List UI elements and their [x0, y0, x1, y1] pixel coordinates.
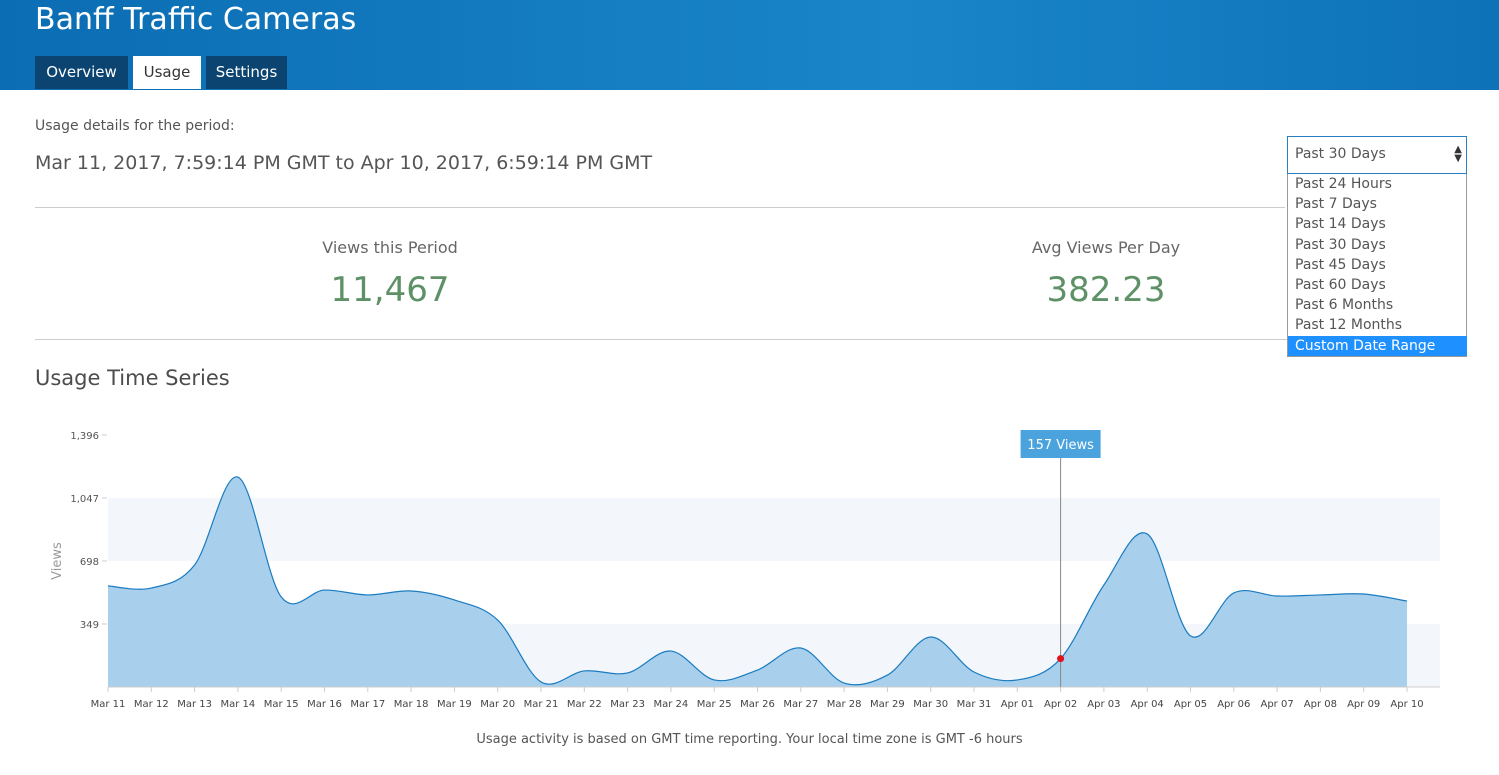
x-tick-label: Mar 18: [394, 699, 429, 710]
x-tick-label: Apr 03: [1087, 699, 1120, 710]
period-range: Mar 11, 2017, 7:59:14 PM GMT to Apr 10, …: [35, 152, 653, 174]
x-tick-label: Apr 05: [1174, 699, 1207, 710]
x-tick-label: Mar 24: [654, 699, 689, 710]
select-arrows: ▲ ▼: [1454, 144, 1462, 164]
x-tick-label: Apr 01: [1001, 699, 1034, 710]
y-tick-label: 1,396: [70, 431, 99, 442]
x-tick-label: Apr 06: [1217, 699, 1250, 710]
y-tick-label: 698: [80, 557, 99, 568]
x-tick-label: Mar 17: [350, 699, 385, 710]
x-tick-label: Mar 27: [783, 699, 818, 710]
x-tick-label: Apr 04: [1131, 699, 1164, 710]
x-tick-label: Mar 23: [610, 699, 645, 710]
chart-title: Usage Time Series: [35, 366, 230, 390]
option[interactable]: Past 14 Days: [1295, 216, 1386, 233]
grid-band: [108, 498, 1440, 561]
x-tick-label: Mar 11: [91, 699, 126, 710]
x-tick-label: Mar 28: [827, 699, 862, 710]
divider: [35, 207, 1285, 208]
option[interactable]: Past 6 Months: [1295, 297, 1394, 314]
x-tick-label: Mar 13: [177, 699, 212, 710]
x-tick-label: Mar 14: [221, 699, 256, 710]
y-axis-label: Views: [50, 542, 65, 580]
x-tick-label: Mar 22: [567, 699, 602, 710]
option-list: Past 24 Hours Past 7 Days Past 14 Days Past…: [1287, 174, 1467, 357]
period-label: Usage details for the period:: [35, 118, 235, 134]
option[interactable]: Past 12 Months: [1295, 317, 1403, 334]
select-value: Past 30 Days: [1295, 146, 1386, 162]
x-tick-label: Mar 30: [913, 699, 948, 710]
line: [107, 476, 1408, 686]
option[interactable]: Past 7 Days: [1295, 196, 1377, 213]
chart-note: Usage activity is based on GMT time repo…: [476, 732, 1023, 747]
app-title: Banff Traffic Cameras: [35, 2, 357, 37]
stat-value: 11,467: [330, 270, 450, 310]
stat-label: Views this Period: [322, 238, 458, 257]
x-tick-label: Apr 10: [1390, 699, 1423, 710]
x-tick-label: Apr 07: [1260, 699, 1293, 710]
period-select[interactable]: Past 30 Days ▲ ▼: [1287, 136, 1467, 174]
divider: [35, 339, 1467, 340]
tab[interactable]: Overview: [35, 56, 128, 89]
option[interactable]: Past 30 Days: [1295, 236, 1386, 253]
tooltip-box: [1020, 430, 1101, 458]
x-tick-label: Mar 25: [697, 699, 732, 710]
option[interactable]: Past 60 Days: [1295, 277, 1386, 293]
y-tick-label: 349: [80, 620, 99, 631]
x-tick-label: Mar 31: [957, 699, 992, 710]
x-tick-label: Apr 08: [1304, 699, 1337, 710]
option[interactable]: Past 24 Hours: [1295, 176, 1392, 192]
option[interactable]: Custom Date Range: [1288, 335, 1467, 356]
x-tick-label: Apr 02: [1044, 699, 1077, 710]
stat-label: Avg Views Per Day: [1031, 238, 1181, 257]
x-tick-label: Mar 12: [134, 699, 169, 710]
option[interactable]: Past 45 Days: [1295, 256, 1386, 273]
x-tick-label: Mar 20: [480, 699, 515, 710]
y-tick-label: 1,047: [70, 494, 99, 505]
chart: 349 698 1,047 1,396 Views Mar 11 Mar 12 Mar 13 M…: [50, 430, 1440, 710]
x-tick-label: Mar 26: [740, 699, 775, 710]
x-tick-label: Mar 29: [870, 699, 905, 710]
tooltip-text: 157 Views: [1027, 438, 1094, 453]
x-tick-label: Mar 16: [307, 699, 342, 710]
x-tick-label: Mar 15: [264, 699, 299, 710]
x-tick-label: Apr 09: [1347, 699, 1380, 710]
hover-point: [1057, 655, 1065, 663]
area: [108, 476, 1407, 687]
x-tick-label: Mar 21: [524, 699, 559, 710]
tab[interactable]: Usage: [133, 56, 201, 89]
tab[interactable]: Settings: [206, 56, 287, 89]
x-tick-label: Mar 19: [437, 699, 472, 710]
stat-value: 382.23: [1046, 270, 1166, 310]
